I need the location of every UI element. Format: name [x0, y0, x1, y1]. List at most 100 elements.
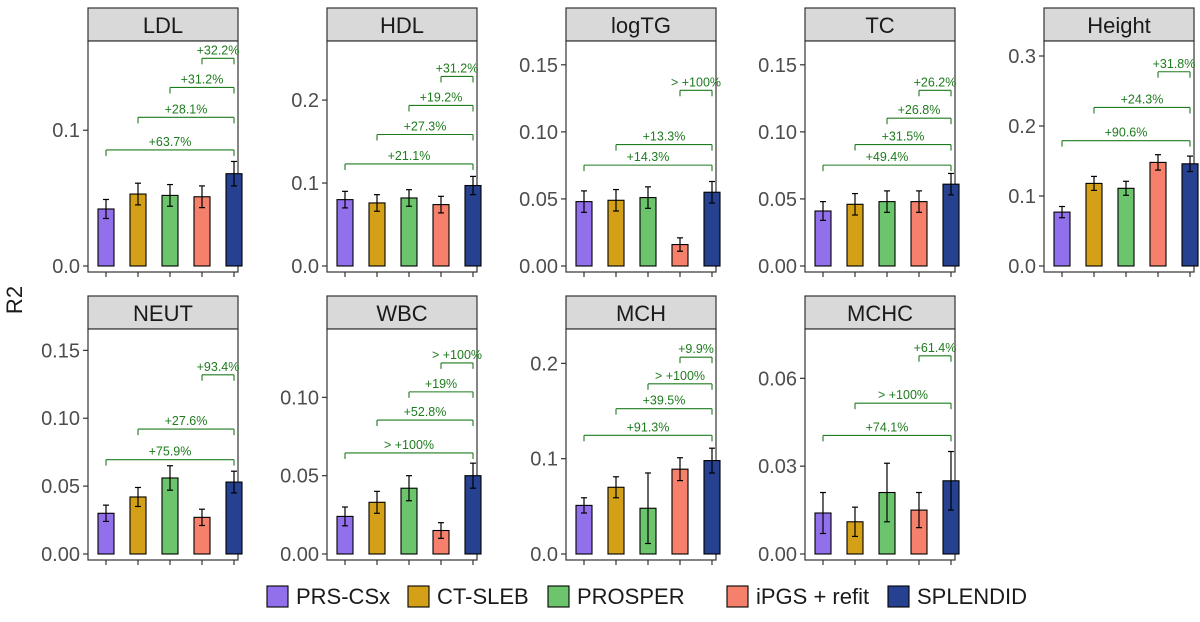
y-tick-label: 0.1 [530, 449, 558, 471]
panel-strip [326, 7, 478, 42]
y-tick-label: 0.0 [291, 256, 319, 278]
y-tick-label: 0.00 [519, 256, 558, 278]
y-tick-label: 0.0 [1008, 256, 1036, 278]
bar-splendid [942, 183, 960, 267]
bar-prosper [400, 197, 418, 267]
panel-wbc: WBC 0.00 0.05 0.10 > +100% +52.8% +19% > +100% [280, 295, 482, 566]
bar-prosper [1117, 187, 1135, 267]
y-tick-label: 0.1 [52, 120, 80, 142]
y-tick-label: 0.03 [758, 456, 797, 478]
improvement-label: +9.9% [678, 342, 714, 356]
bar-prs-csx [336, 199, 354, 267]
panel-title: MCHC [847, 301, 913, 326]
panel-ldl: LDL 0.0 0.1 +63.7% +28.1% +31.2% +32.2% [52, 7, 243, 278]
improvement-label: +31.8% [1153, 57, 1196, 71]
bar-ipgs-refit [671, 468, 689, 555]
y-tick-label: 0.05 [519, 189, 558, 211]
y-tick-label: 0.2 [291, 90, 319, 112]
bar-ipgs-refit [1149, 161, 1167, 267]
bar-ct-sleb [1085, 182, 1103, 267]
improvement-label: +14.3% [627, 150, 670, 164]
legend-swatch [547, 585, 570, 608]
y-tick-label: 0.05 [280, 466, 319, 488]
bar-ct-sleb [368, 202, 386, 267]
legend-swatch [407, 585, 430, 608]
improvement-label: +61.4% [914, 341, 957, 355]
bar-splendid [703, 460, 721, 555]
y-tick-label: 0.2 [1008, 116, 1036, 138]
panel-neut: NEUT 0.00 0.05 0.10 0.15 +75.9% +27.6% +93.4% [41, 295, 243, 566]
y-tick-label: 0.10 [41, 408, 80, 430]
improvement-label: +19% [425, 377, 457, 391]
improvement-label: +24.3% [1121, 92, 1164, 106]
y-tick-label: 0.00 [758, 544, 797, 566]
panel-strip [1043, 7, 1195, 42]
y-tick-label: 0.00 [758, 256, 797, 278]
y-tick-label: 0.00 [280, 544, 319, 566]
improvement-label: +49.4% [866, 150, 909, 164]
legend-swatch [266, 585, 289, 608]
improvement-label: +21.1% [388, 149, 431, 163]
panel-title: TC [865, 13, 894, 38]
panel-title: logTG [611, 13, 671, 38]
legend-label: CT-SLEB [437, 584, 529, 609]
improvement-label: +26.2% [914, 75, 957, 89]
improvement-label: +52.8% [404, 405, 447, 419]
y-tick-label: 0.1 [291, 173, 319, 195]
y-tick-label: 0.10 [280, 387, 319, 409]
improvement-label: > +100% [671, 75, 721, 89]
panel-tc: TC 0.00 0.05 0.10 0.15 +49.4% +31.5% +26.8% +26.… [758, 7, 960, 278]
improvement-label: +13.3% [643, 130, 686, 144]
panel-title: LDL [143, 13, 183, 38]
improvement-label: +32.2% [197, 43, 240, 57]
improvement-label: +31.2% [436, 61, 479, 75]
legend: PRS-CSx CT-SLEB PROSPER iPGS + refit SPLENDI… [266, 584, 1027, 609]
panel-hdl: HDL 0.0 0.1 0.2 +21.1% +27.3% +19.2% +31.2% [291, 7, 482, 278]
improvement-label: +26.8% [898, 103, 941, 117]
panel-title: HDL [380, 13, 424, 38]
legend-label: PRS-CSx [296, 584, 390, 609]
y-axis-title: R2 [2, 286, 27, 314]
y-tick-label: 0.1 [1008, 186, 1036, 208]
y-tick-label: 0.15 [41, 340, 80, 362]
y-tick-label: 0.10 [519, 122, 558, 144]
panel-title: Height [1087, 13, 1151, 38]
panel-strip [87, 7, 239, 42]
improvement-label: +63.7% [149, 135, 192, 149]
panel-strip [804, 295, 956, 330]
legend-label: SPLENDID [917, 584, 1027, 609]
y-tick-label: 0.2 [530, 353, 558, 375]
improvement-label: +27.6% [165, 414, 208, 428]
y-tick-label: 0.15 [519, 55, 558, 77]
y-tick-label: 0.3 [1008, 46, 1036, 68]
y-tick-label: 0.15 [758, 55, 797, 77]
bar-splendid [225, 173, 243, 267]
panel-logtg: logTG 0.00 0.05 0.10 0.15 +14.3% +13.3% > +100% [519, 7, 721, 278]
bar-splendid [464, 184, 482, 267]
panel-strip [326, 295, 478, 330]
improvement-label: +93.4% [197, 360, 240, 374]
legend-swatch [726, 585, 749, 608]
panel-title: NEUT [133, 301, 193, 326]
improvement-label: +75.9% [149, 445, 192, 459]
improvement-label: +74.1% [866, 420, 909, 434]
panel-title: WBC [376, 301, 427, 326]
improvement-label: +91.3% [627, 420, 670, 434]
improvement-label: +31.5% [882, 130, 925, 144]
panel-strip [565, 295, 717, 330]
improvement-label: +28.1% [165, 102, 208, 116]
panel-mchc: MCHC 0.00 0.03 0.06 +74.1% > +100% +61.4% [758, 295, 960, 566]
panel-mch: MCH 0.0 0.1 0.2 +91.3% +39.5% > +100% +9.9% [530, 295, 721, 566]
improvement-label: > +100% [384, 438, 434, 452]
y-tick-label: 0.06 [758, 368, 797, 390]
y-tick-label: 0.05 [758, 189, 797, 211]
panel-height: Height 0.0 0.1 0.2 0.3 +90.6% +24.3% +31.8% [1008, 7, 1199, 278]
y-tick-label: 0.0 [52, 256, 80, 278]
legend-label: PROSPER [577, 584, 685, 609]
bar-ipgs-refit [432, 204, 450, 267]
panel-strip [87, 295, 239, 330]
y-tick-label: 0.10 [758, 122, 797, 144]
improvement-label: > +100% [655, 369, 705, 383]
improvement-label: +27.3% [404, 120, 447, 134]
